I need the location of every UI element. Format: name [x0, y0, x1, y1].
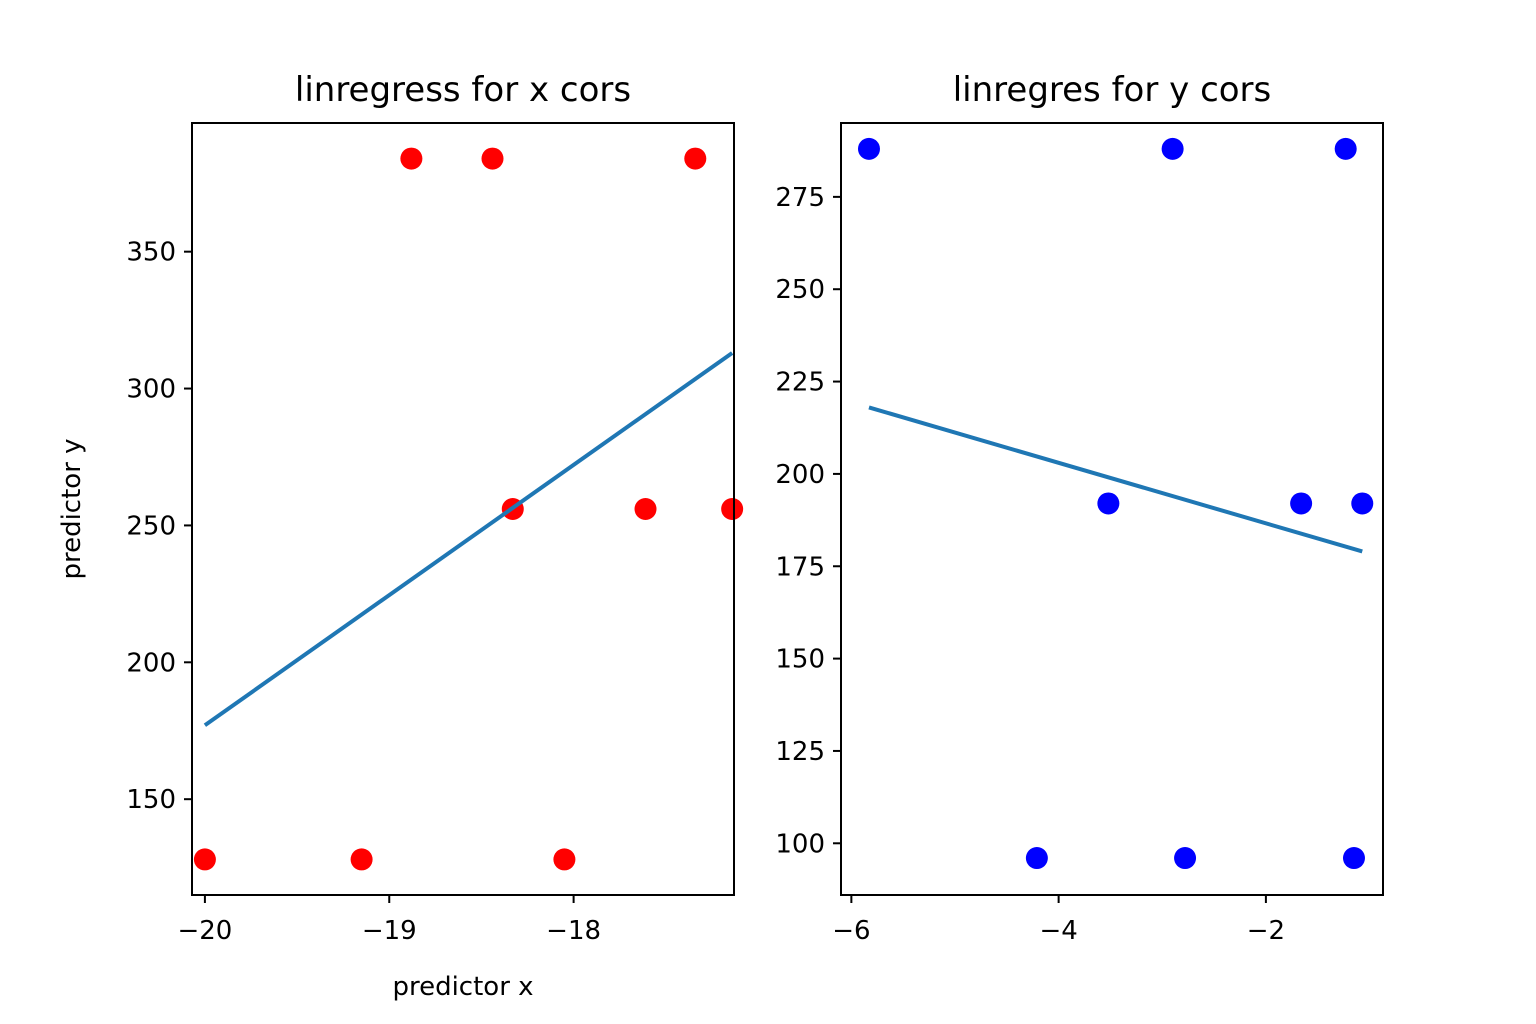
subplot-y-cors-x-tick-label: −6	[832, 916, 870, 946]
subplot-y-cors-scatter-point	[1097, 492, 1120, 515]
subplot-y-cors-x-tick-label: −2	[1247, 916, 1285, 946]
subplot-x-cors-title: linregress for x cors	[295, 70, 631, 110]
subplot-y-cors-y-ticks: 100 125 150 175 200 225 250 275	[775, 183, 841, 859]
subplot-y-cors-title: linregres for y cors	[953, 70, 1272, 110]
subplot-x-cors-scatter-point	[634, 498, 657, 520]
subplot-y-cors-y-tick-label: 125	[775, 737, 825, 767]
subplot-y-cors-y-tick-label: 250	[775, 275, 825, 305]
subplot-x-cors-frame	[191, 122, 735, 896]
subplot-y-cors-y-tick-label: 175	[775, 552, 825, 582]
subplot-x-cors-y-tick-label: 350	[126, 238, 176, 268]
subplot-x-cors-scatter-point	[350, 848, 373, 871]
subplot-y-cors-y-tick-label: 200	[775, 460, 825, 490]
subplot-y-cors-scatter-point	[1342, 847, 1365, 870]
subplot-y-cors-plot-area	[857, 137, 1374, 870]
subplot-y-cors-scatter-point	[1334, 137, 1357, 160]
subplot-x-cors-y-tick-label: 150	[126, 785, 176, 815]
subplot-y-cors-y-tick-label: 275	[775, 183, 825, 213]
subplot-y-cors-scatter-point	[1161, 137, 1184, 160]
subplot-x-cors-x-tick-label: −19	[362, 916, 417, 946]
subplot-x-cors-x-ticks: −20 −19 −18	[177, 895, 601, 946]
subplot-x-cors-scatter-point	[721, 498, 744, 520]
subplot-y-cors-frame	[840, 122, 1384, 896]
subplot-x-cors-y-tick-label: 300	[126, 375, 176, 405]
subplot-x-cors-regression-line	[203, 351, 734, 727]
subplot-y-cors-regression-line	[868, 405, 1363, 554]
subplot-x-cors: linregress for x cors −20 −19 −18 150 200 25…	[57, 70, 744, 1002]
subplot-x-cors-y-ticks: 150 200 250 300 350	[126, 238, 192, 815]
subplot-y-cors-y-tick-label: 225	[775, 368, 825, 398]
subplot-x-cors-y-axis-label: predictor y	[57, 438, 87, 579]
subplot-y-cors: linregres for y cors −6 −4 −2 100 125 150 175…	[775, 70, 1384, 946]
subplot-y-cors-scatter-point	[1174, 847, 1197, 870]
subplot-y-cors-x-ticks: −6 −4 −2	[832, 895, 1285, 946]
subplot-y-cors-scatter-point	[1025, 847, 1048, 870]
subplot-x-cors-x-tick-label: −20	[177, 916, 232, 946]
subplot-x-cors-scatter-point	[553, 848, 576, 871]
subplot-y-cors-scatter-point	[1351, 492, 1374, 515]
subplot-y-cors-scatter-point	[1290, 492, 1313, 515]
subplot-x-cors-y-tick-label: 250	[126, 511, 176, 541]
subplot-y-cors-scatter-point	[857, 137, 880, 160]
subplot-y-cors-y-tick-label: 100	[775, 829, 825, 859]
subplot-x-cors-y-tick-label: 200	[126, 648, 176, 678]
subplot-x-cors-x-axis-label: predictor x	[392, 972, 533, 1002]
subplot-x-cors-x-tick-label: −18	[546, 916, 601, 946]
subplot-x-cors-plot-area	[193, 147, 744, 871]
subplot-x-cors-scatter-point	[400, 147, 423, 170]
subplot-y-cors-x-tick-label: −4	[1039, 916, 1077, 946]
subplot-x-cors-scatter-point	[481, 147, 504, 170]
subplot-x-cors-scatter-point	[684, 147, 707, 170]
subplot-y-cors-y-tick-label: 150	[775, 645, 825, 675]
subplot-x-cors-scatter-point	[193, 848, 216, 871]
